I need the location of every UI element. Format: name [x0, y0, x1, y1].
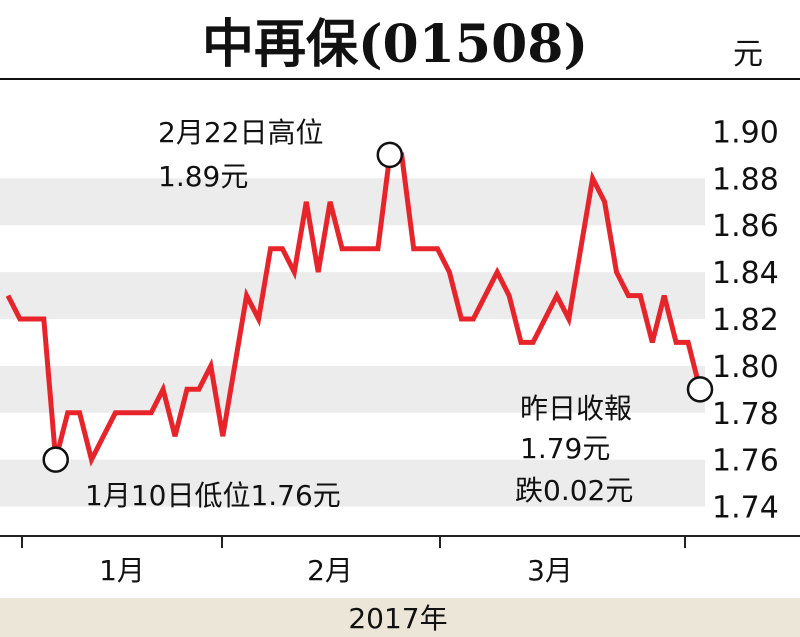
grid-bands: [0, 178, 705, 507]
x-label-mar: 3月: [527, 554, 573, 587]
year-bar: [0, 598, 800, 637]
y-tick-label: 1.82: [712, 303, 779, 338]
high-annotation-value: 1.89元: [158, 160, 248, 193]
high-marker: [376, 141, 404, 169]
y-tick-label: 1.90: [712, 115, 779, 150]
close-annotation-change: 跌0.02元: [515, 474, 633, 507]
y-tick-label: 1.84: [712, 256, 779, 291]
y-tick-label: 1.74: [712, 491, 779, 526]
y-axis-ticks: 1.74 1.76 1.78 1.80 1.82 1.84 1.86 1.88 1.90: [712, 115, 779, 525]
high-annotation-date: 2月22日高位: [158, 116, 323, 149]
grid-band: [0, 272, 705, 319]
close-annotation-label: 昨日收報: [520, 392, 632, 425]
grid-band: [0, 365, 705, 413]
grid-band: [0, 178, 705, 226]
chart-title: 中再保(01508): [202, 14, 588, 75]
year-label: 2017年: [348, 602, 447, 635]
low-annotation: 1月10日低位1.76元: [85, 479, 341, 512]
x-label-feb: 2月: [307, 554, 353, 587]
grid-band: [0, 459, 705, 507]
y-tick-label: 1.86: [712, 209, 779, 244]
unit-label: 元: [733, 37, 763, 72]
y-tick-label: 1.78: [712, 397, 779, 432]
low-marker: [42, 446, 69, 473]
y-tick-label: 1.76: [712, 444, 779, 479]
close-annotation-value: 1.79元: [520, 432, 610, 465]
close-marker: [686, 376, 714, 403]
x-label-jan: 1月: [99, 554, 145, 587]
y-tick-label: 1.80: [712, 350, 779, 385]
y-tick-label: 1.88: [712, 162, 779, 197]
